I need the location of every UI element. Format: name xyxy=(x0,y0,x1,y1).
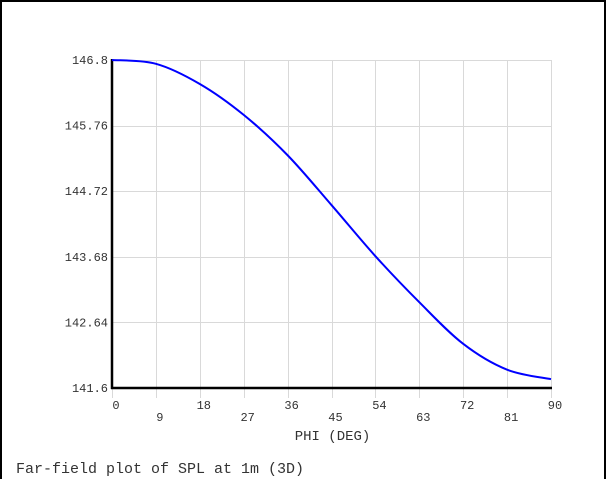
x-tick-label: 54 xyxy=(372,399,386,413)
x-tick-label: 36 xyxy=(284,399,298,413)
y-tick-label: 145.76 xyxy=(65,120,108,134)
x-tick-label: 9 xyxy=(156,411,163,425)
x-tick-label: 45 xyxy=(328,411,342,425)
y-tick-label: 142.64 xyxy=(65,316,108,330)
x-axis-title: PHI (DEG) xyxy=(295,429,371,445)
x-tick-label: 27 xyxy=(240,411,254,425)
data-series-curve xyxy=(111,59,552,381)
x-tick-label: 63 xyxy=(416,411,430,425)
x-tick-label: 81 xyxy=(504,411,518,425)
x-tick-label: 0 xyxy=(112,399,119,413)
y-tick-label: 143.68 xyxy=(65,251,108,265)
y-tick-label: 144.72 xyxy=(65,185,108,199)
x-tick-label: 90 xyxy=(548,399,562,413)
x-tick-label: 72 xyxy=(460,399,474,413)
y-tick-label: 146.8 xyxy=(72,54,108,68)
plot-caption: Far-field plot of SPL at 1m (3D) xyxy=(16,461,305,478)
y-tick-label: 141.6 xyxy=(72,382,108,396)
x-tick-label: 18 xyxy=(197,399,211,413)
